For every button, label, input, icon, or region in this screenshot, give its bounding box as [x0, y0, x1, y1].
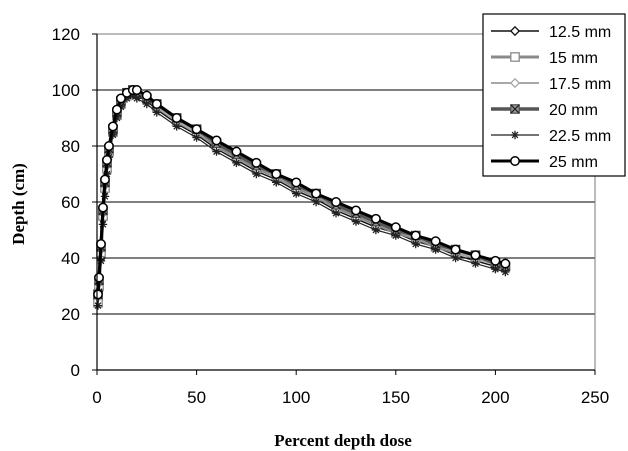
- data-point: [115, 93, 126, 104]
- plot-series: [92, 85, 511, 310]
- data-point: [128, 91, 138, 100]
- data-point: [351, 205, 361, 216]
- legend-marker: [510, 130, 520, 140]
- y-tick-label: 20: [61, 305, 80, 324]
- legend-label: 12.5 mm: [549, 24, 611, 41]
- data-point: [192, 133, 201, 142]
- data-point: [108, 130, 118, 139]
- legend-item: 20 mm: [491, 102, 598, 119]
- x-tick-label: 50: [187, 388, 206, 407]
- legend-label: 17.5 mm: [549, 76, 611, 93]
- data-point: [471, 259, 480, 268]
- data-point: [292, 189, 301, 198]
- y-tick-label: 120: [52, 25, 80, 44]
- data-point: [501, 267, 510, 277]
- legend-item: 12.5 mm: [491, 24, 611, 41]
- legend-item: 15 mm: [491, 50, 598, 67]
- legend-marker: [509, 77, 521, 89]
- data-point: [94, 272, 104, 283]
- data-point: [172, 122, 181, 131]
- data-point: [232, 158, 241, 167]
- x-tick-label: 0: [92, 388, 101, 407]
- legend-item: 22.5 mm: [491, 128, 611, 145]
- x-axis-title: Percent depth dose: [274, 431, 412, 450]
- data-point: [152, 108, 161, 117]
- legend-item: 25 mm: [491, 154, 598, 171]
- legend-marker: [510, 52, 520, 62]
- data-point: [132, 94, 142, 103]
- data-point: [311, 188, 322, 199]
- legend-label: 15 mm: [549, 50, 598, 67]
- y-tick-label: 0: [71, 361, 80, 380]
- data-point: [141, 90, 152, 101]
- x-tick-label: 150: [382, 388, 410, 407]
- y-tick-label: 80: [61, 137, 80, 156]
- data-point: [291, 177, 302, 188]
- y-axis-title: Depth (cm): [9, 163, 28, 245]
- data-point: [231, 146, 242, 157]
- data-point: [390, 222, 401, 233]
- data-point: [111, 104, 122, 115]
- data-point: [104, 141, 114, 151]
- legend-marker: [510, 104, 520, 114]
- data-point: [470, 250, 481, 261]
- y-tick-label: 60: [61, 193, 80, 212]
- data-point: [271, 169, 282, 179]
- data-point: [107, 121, 118, 132]
- legend: 12.5 mm 15 mm 17.5 mm 20 mm 22.5 mm 25 mm: [482, 13, 626, 177]
- legend-label: 25 mm: [549, 154, 598, 171]
- data-point: [100, 174, 110, 185]
- data-point: [410, 230, 421, 241]
- data-point: [411, 239, 420, 249]
- data-point: [272, 178, 281, 187]
- data-point: [191, 124, 202, 135]
- x-tick-label: 250: [581, 388, 609, 407]
- data-point: [331, 197, 341, 207]
- data-point: [131, 85, 142, 95]
- data-point: [490, 255, 501, 266]
- data-point: [370, 213, 381, 224]
- legend-box: [482, 13, 626, 177]
- data-point: [151, 99, 162, 109]
- data-point: [171, 113, 182, 123]
- data-point: [430, 236, 441, 247]
- legend-item: 17.5 mm: [491, 76, 611, 93]
- data-point: [252, 169, 261, 179]
- data-point: [93, 301, 103, 310]
- data-point: [93, 289, 103, 300]
- legend-marker: [509, 25, 521, 37]
- data-point: [491, 265, 500, 274]
- x-tick-label: 100: [282, 388, 310, 407]
- axes: [92, 33, 596, 375]
- y-tick-label: 40: [61, 249, 80, 268]
- data-point: [331, 209, 341, 218]
- y-tick-label: 100: [52, 81, 80, 100]
- legend-label: 22.5 mm: [549, 128, 611, 145]
- data-point: [96, 239, 106, 249]
- data-point: [122, 94, 132, 103]
- x-tick-labels: 0 50 100 150 200 250: [92, 388, 609, 407]
- data-point: [211, 135, 222, 146]
- data-point: [351, 217, 361, 226]
- series-25-mm: [93, 85, 511, 300]
- data-point: [251, 157, 262, 168]
- data-point: [431, 245, 440, 254]
- data-point: [391, 231, 400, 240]
- data-point: [102, 155, 112, 165]
- data-point: [451, 253, 460, 263]
- data-point: [98, 202, 108, 213]
- legend-label: 20 mm: [549, 102, 598, 119]
- data-point: [450, 244, 461, 255]
- data-point: [212, 147, 221, 156]
- legend-marker: [510, 156, 520, 166]
- y-tick-labels: 0 20 40 60 80 100 120: [52, 25, 80, 380]
- data-point: [371, 225, 381, 235]
- data-point: [142, 99, 151, 109]
- data-point: [500, 258, 511, 269]
- x-tick-label: 200: [481, 388, 509, 407]
- data-point: [311, 197, 321, 207]
- data-point: [112, 113, 122, 123]
